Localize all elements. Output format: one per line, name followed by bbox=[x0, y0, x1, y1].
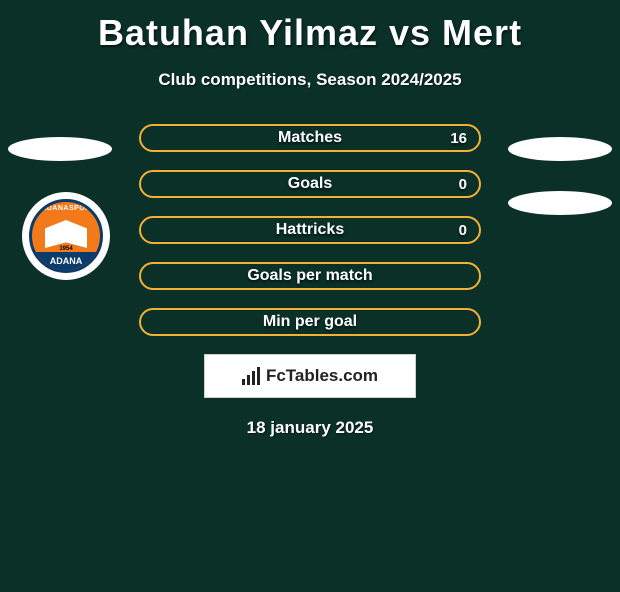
stat-row: Hattricks 0 bbox=[139, 216, 481, 244]
stat-value-right: 0 bbox=[459, 176, 467, 193]
club-badge-bottom-text: ADANA bbox=[32, 252, 100, 270]
page-title: Batuhan Yilmaz vs Mert bbox=[0, 12, 620, 54]
club-badge-inner: ADANASPOR 1954 ADANA bbox=[29, 199, 103, 273]
club-badge-top-text: ADANASPOR bbox=[32, 205, 100, 212]
stat-row: Goals 0 bbox=[139, 170, 481, 198]
stats-list: Matches 16 Goals 0 Hattricks 0 Goals per… bbox=[139, 124, 481, 336]
stat-label: Min per goal bbox=[263, 313, 357, 331]
stat-value-right: 0 bbox=[459, 222, 467, 239]
page-subtitle: Club competitions, Season 2024/2025 bbox=[0, 70, 620, 90]
stat-label: Goals bbox=[288, 175, 332, 193]
stat-value-right: 16 bbox=[450, 130, 467, 147]
fctables-logo: FcTables.com bbox=[204, 354, 416, 398]
stat-row: Goals per match bbox=[139, 262, 481, 290]
generated-date: 18 january 2025 bbox=[0, 418, 620, 438]
club-badge-left: ADANASPOR 1954 ADANA bbox=[22, 192, 110, 280]
stat-row: Matches 16 bbox=[139, 124, 481, 152]
player-photo-placeholder-left bbox=[8, 137, 112, 161]
player-photo-placeholder-right bbox=[508, 137, 612, 161]
stat-row: Min per goal bbox=[139, 308, 481, 336]
club-logo-placeholder-right bbox=[508, 191, 612, 215]
fctables-logo-text: FcTables.com bbox=[266, 366, 378, 386]
stat-label: Hattricks bbox=[276, 221, 344, 239]
club-badge-book-icon bbox=[45, 220, 87, 248]
stat-label: Goals per match bbox=[247, 267, 372, 285]
stat-label: Matches bbox=[278, 129, 342, 147]
bar-chart-icon bbox=[242, 367, 260, 385]
